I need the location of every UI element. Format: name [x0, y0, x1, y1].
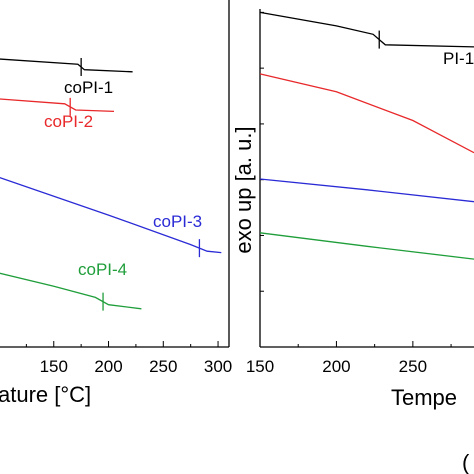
left-series-line — [0, 58, 133, 73]
left-series-label: coPI-3 — [153, 212, 202, 231]
right-series: PI-1 — [259, 11, 474, 260]
left-series-label: coPI-4 — [78, 260, 127, 279]
left-axes — [0, 0, 230, 348]
right-x-tick-label: 150 — [246, 357, 274, 376]
right-series-line — [259, 178, 474, 203]
left-panel: coPI-1 coPI-2 coPI-3 coPI-4 150 200 250 300 at… — [0, 0, 232, 407]
right-axes — [259, 9, 474, 348]
right-series-label: PI-1 — [443, 49, 474, 68]
left-series-line — [0, 176, 222, 254]
left-series-label: coPI-1 — [64, 78, 113, 97]
left-series-line — [0, 272, 142, 310]
left-x-tick-label: 250 — [149, 357, 177, 376]
left-series: coPI-1 coPI-2 coPI-3 coPI-4 — [0, 57, 222, 311]
right-y-axis-title: exo up [a. u.] — [231, 126, 256, 253]
right-series-line — [259, 232, 474, 260]
right-series-line — [259, 11, 474, 48]
left-series-line — [0, 98, 115, 113]
left-series-label: coPI-2 — [44, 112, 93, 131]
left-x-axis-title: ature [°C] — [0, 382, 91, 407]
right-x-ticks: 150 200 250 — [246, 341, 452, 376]
left-x-tick-label: 300 — [204, 357, 232, 376]
right-series-line — [259, 73, 474, 154]
right-panel: PI-1 150 200 250 exo up [a. u.] Tempe ( — [231, 9, 474, 474]
left-x-ticks: 150 200 250 300 — [25, 341, 232, 376]
right-partial-label: ( — [462, 450, 470, 474]
right-x-axis-title: Tempe — [391, 385, 457, 410]
left-x-tick-label: 200 — [94, 357, 122, 376]
right-x-tick-label: 250 — [399, 357, 427, 376]
left-x-tick-label: 150 — [40, 357, 68, 376]
right-x-tick-label: 200 — [322, 357, 350, 376]
